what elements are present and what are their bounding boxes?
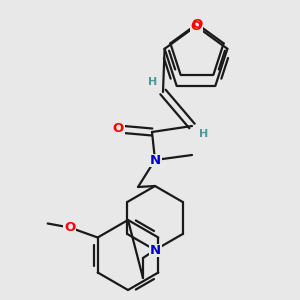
Bar [190, 20, 202, 32]
Text: O: O [191, 17, 203, 31]
Bar [112, 122, 124, 136]
Text: H: H [200, 129, 208, 139]
Text: O: O [64, 221, 75, 234]
Bar [63, 221, 76, 234]
Text: N: N [149, 154, 161, 166]
Bar [191, 18, 203, 30]
Text: O: O [190, 20, 202, 32]
Text: N: N [149, 244, 161, 256]
Bar [148, 244, 161, 256]
Text: H: H [148, 77, 158, 87]
Text: O: O [112, 122, 124, 136]
Bar [148, 154, 161, 166]
